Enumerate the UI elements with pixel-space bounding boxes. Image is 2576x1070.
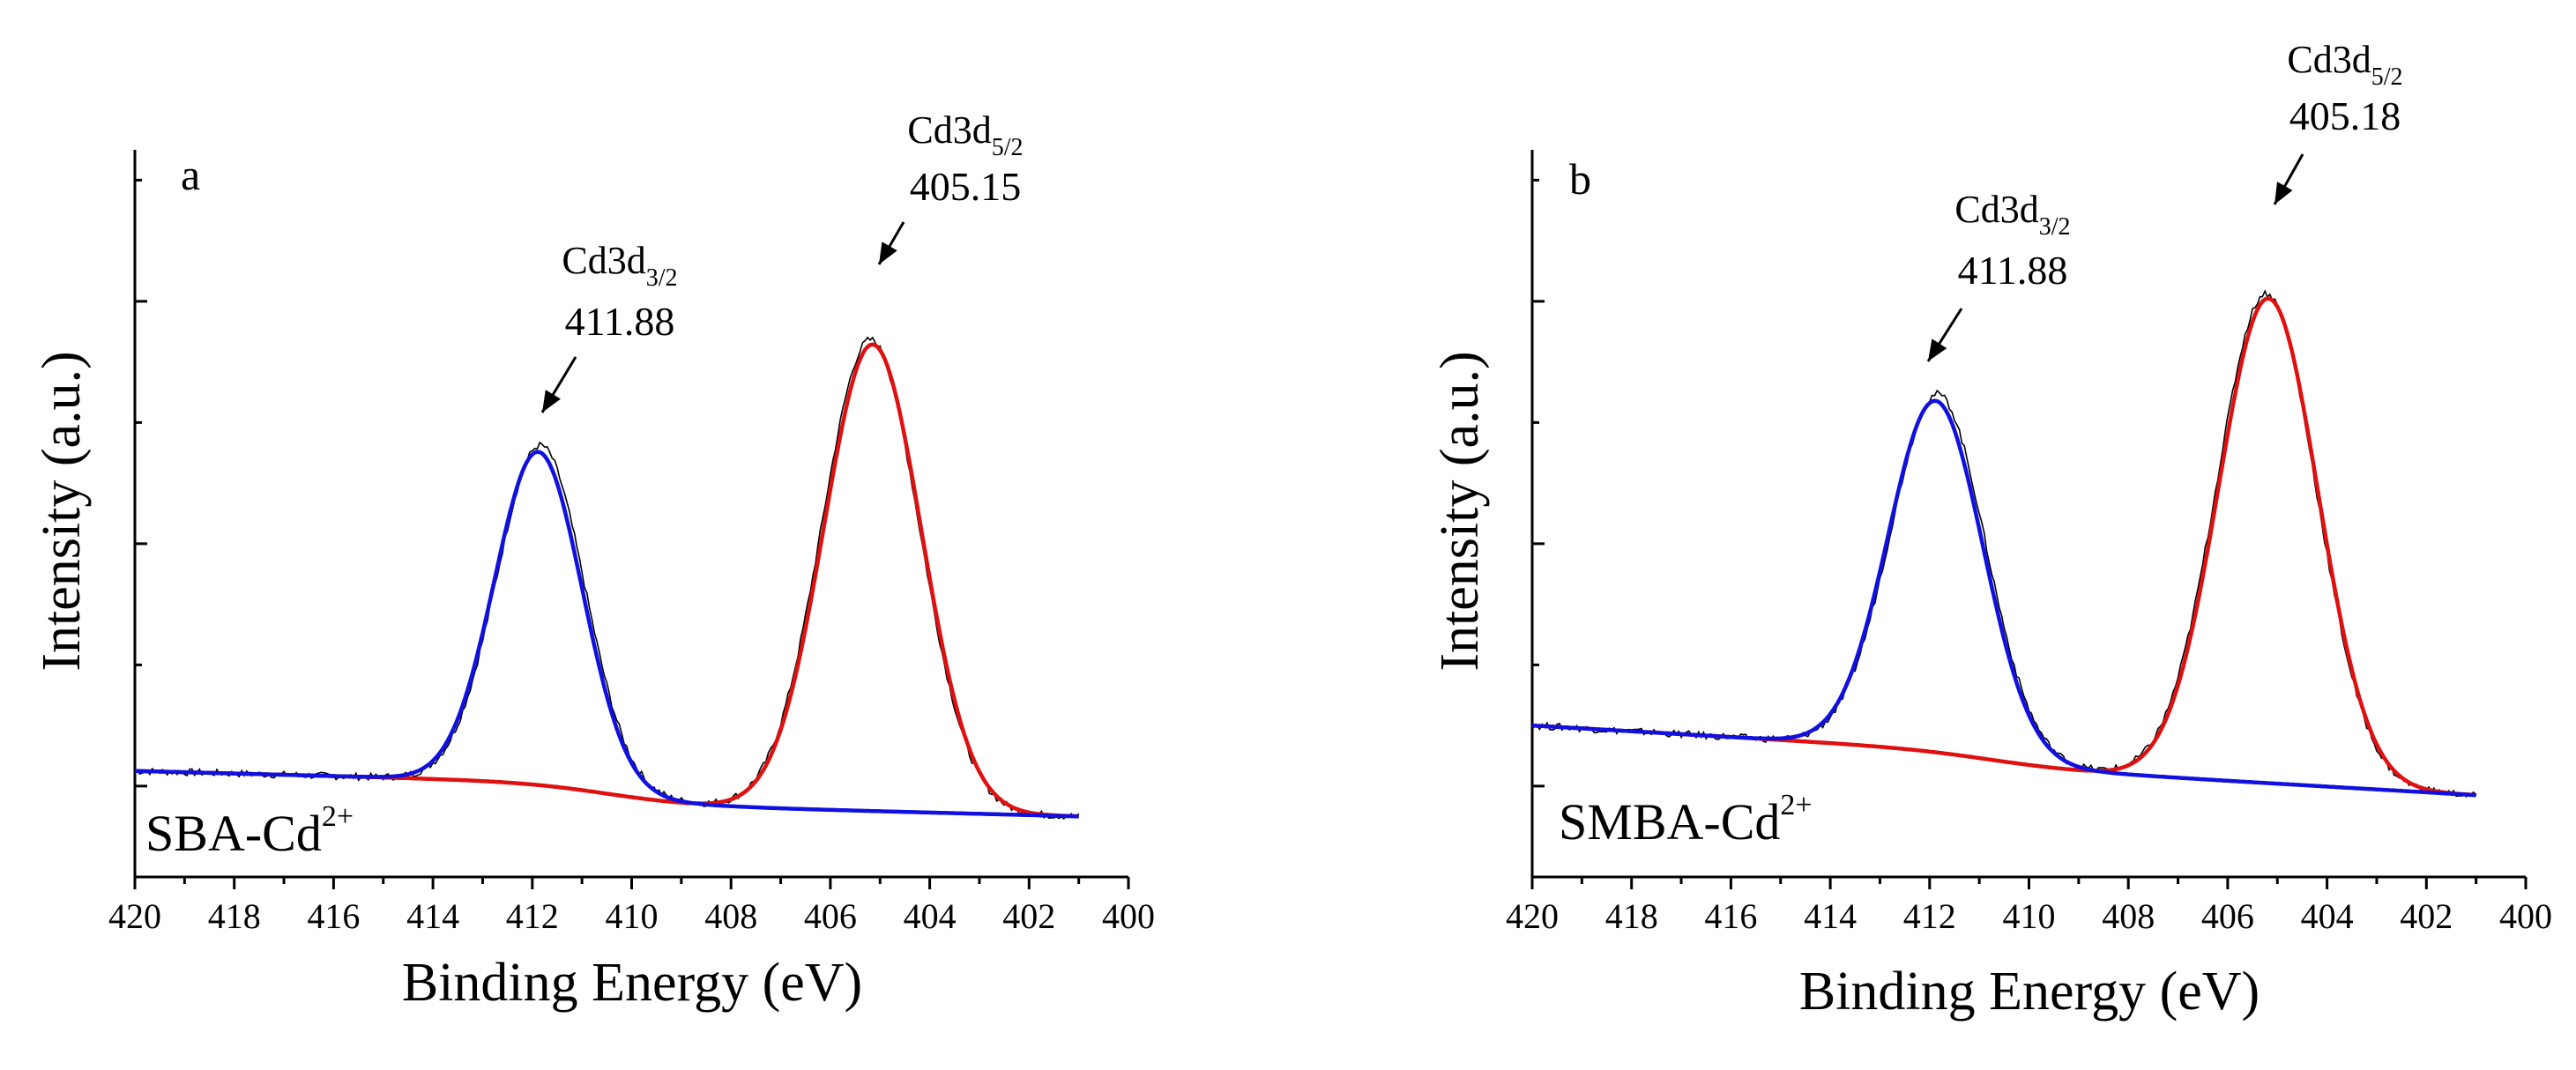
- x-ticks: [133, 877, 1130, 889]
- peak-name-text: Cd3d: [1954, 188, 2038, 231]
- x-tick-label: 408: [2102, 896, 2155, 936]
- x-axis-title: Binding Energy (eV): [1799, 962, 2260, 1022]
- x-tick-label: 402: [2400, 896, 2453, 936]
- peak-name-label: Cd3d5/2: [2287, 38, 2402, 91]
- peak-name-label: Cd3d5/2: [907, 108, 1023, 161]
- y-ticks: [135, 178, 147, 788]
- x-tick-label: 418: [208, 896, 261, 936]
- x-tick-label: 414: [406, 896, 459, 936]
- peak-arrow-head: [1928, 338, 1947, 361]
- measured-spectrum-line: [1531, 289, 2477, 799]
- x-tick-label: 420: [108, 896, 161, 936]
- peak-name-text: Cd3d: [907, 108, 991, 152]
- x-tick-label: 400: [1102, 896, 1155, 936]
- peak-name-label: Cd3d3/2: [1954, 188, 2070, 241]
- x-tick-label: 402: [1002, 896, 1055, 936]
- spectrum-curves: [1531, 289, 2477, 799]
- peak-name-label: Cd3d3/2: [562, 239, 677, 292]
- x-tick-label: 418: [1605, 896, 1658, 936]
- panel-letter: a: [181, 150, 200, 199]
- fit-line-cd3d52: [1531, 296, 2476, 798]
- peak-name-sub: 5/2: [2371, 63, 2403, 91]
- sample-label-sup: 2+: [1780, 789, 1812, 821]
- sample-label: SBA-Cd2+: [145, 800, 354, 862]
- x-tick-labels: 420 418 416 414 412 410 408 406 404 402 400: [1506, 896, 2552, 936]
- x-tick-label: 410: [2003, 896, 2056, 936]
- measured-spectrum-line: [134, 336, 1080, 820]
- sample-label: SMBA-Cd2+: [1559, 789, 1813, 851]
- x-tick-label: 412: [1903, 896, 1956, 936]
- fit-line-cd3d52: [134, 342, 1079, 819]
- x-tick-label: 420: [1506, 896, 1559, 936]
- peak-arrow-head: [2274, 182, 2293, 204]
- y-axis-title: Intensity (a.u.): [32, 351, 92, 671]
- x-tick-label: 406: [804, 896, 857, 936]
- sample-label-sup: 2+: [322, 800, 354, 833]
- peak-value-label: 411.88: [565, 299, 675, 344]
- peak-name-sub: 3/2: [2039, 213, 2071, 241]
- peak-arrow-head: [879, 241, 897, 264]
- y-ticks: [1532, 178, 1545, 788]
- x-tick-label: 416: [1704, 896, 1757, 936]
- x-tick-label: 406: [2201, 896, 2254, 936]
- x-tick-labels: 420 418 416 414 412 410 408 406 404 402 400: [108, 896, 1155, 936]
- x-tick-label: 408: [704, 896, 757, 936]
- sample-label-text: SMBA-Cd: [1559, 793, 1780, 851]
- peak-value-label: 405.18: [2289, 93, 2401, 138]
- x-tick-label: 414: [1804, 896, 1857, 936]
- fit-line-cd3d32: [1531, 398, 2476, 798]
- y-axis-title: Intensity (a.u.): [1430, 351, 1490, 671]
- peak-value-label: 405.15: [910, 164, 1022, 209]
- x-axis-title: Binding Energy (eV): [402, 953, 862, 1013]
- x-tick-label: 416: [307, 896, 360, 936]
- x-tick-label: 404: [2301, 896, 2354, 936]
- peak-arrow-head: [542, 390, 561, 412]
- x-tick-label: 410: [606, 896, 659, 936]
- peak-name-sub: 5/2: [992, 134, 1024, 161]
- peak-value-label: 411.88: [1958, 248, 2068, 293]
- sample-label-text: SBA-Cd: [145, 805, 322, 862]
- spectrum-curves: [134, 336, 1080, 820]
- panel-a: 420 418 416 414 412 410 408 406 404 402 400 Cd3d3/…: [32, 108, 1155, 1013]
- x-tick-label: 400: [2499, 896, 2552, 936]
- peak-name-text: Cd3d: [562, 239, 645, 282]
- x-ticks: [1530, 877, 2528, 889]
- x-tick-label: 404: [904, 896, 957, 936]
- fit-line-cd3d32: [134, 450, 1079, 819]
- panel-b: 420 418 416 414 412 410 408 406 404 402 400 Cd3d3/…: [1430, 38, 2552, 1022]
- peak-name-sub: 3/2: [646, 264, 678, 292]
- peak-name-text: Cd3d: [2287, 38, 2371, 81]
- x-tick-label: 412: [506, 896, 559, 936]
- panel-letter: b: [1569, 154, 1591, 204]
